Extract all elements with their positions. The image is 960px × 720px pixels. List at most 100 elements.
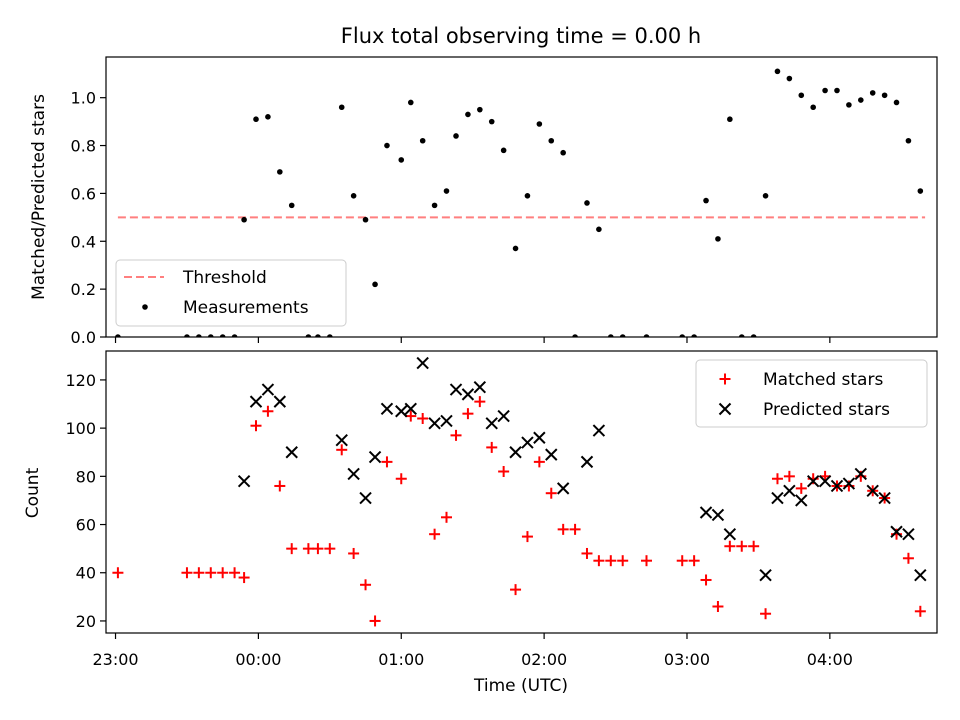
matched-stars-series (112, 396, 926, 627)
predicted-star-point (806, 474, 820, 488)
measurement-point (822, 87, 828, 94)
top-y-tick-label: 0.8 (71, 137, 96, 156)
matched-star-point (712, 600, 724, 612)
measurement-point (338, 104, 345, 111)
matched-star-point (217, 567, 229, 579)
matched-star-point (783, 470, 795, 482)
matched-star-point (429, 528, 441, 540)
measurement-point (905, 137, 912, 144)
measurement-point (315, 334, 321, 337)
matched-star-point (843, 480, 855, 492)
top-legend: Threshold Measurements (115, 259, 347, 327)
predicted-star-point (485, 417, 498, 430)
matched-star-point (348, 547, 360, 559)
measurement-point (536, 121, 543, 127)
predicted-star-point (404, 402, 417, 416)
measurement-point (762, 193, 769, 199)
matched-star-point (688, 555, 700, 567)
predicted-star-point (449, 383, 463, 396)
measurement-point (419, 137, 426, 144)
predicted-star-point (461, 388, 475, 401)
legend-predicted-label: Predicted stars (763, 400, 890, 420)
legend-matched-swatch (719, 373, 731, 385)
measurement-point (265, 114, 271, 120)
measurement-point (477, 106, 483, 113)
bottom-legend: Matched stars Predicted stars (695, 359, 928, 428)
bottom-y-tick-label: 20 (76, 612, 96, 631)
matched-star-point (676, 555, 688, 567)
x-tick-label: 04:00 (807, 650, 853, 669)
measurement-point (727, 116, 733, 123)
predicted-star-point (795, 494, 808, 507)
predicted-star-point (368, 450, 382, 464)
predicted-star-point (533, 431, 546, 444)
matched-star-point (369, 615, 381, 627)
measurement-point (231, 334, 238, 337)
matched-star-point (440, 511, 452, 523)
predicted-star-point (592, 424, 606, 437)
chart-title: Flux total observing time = 0.00 h (341, 24, 701, 48)
measurement-point (846, 102, 852, 108)
measurement-point (115, 334, 121, 337)
top-y-tick-label: 0.6 (71, 184, 96, 203)
predicted-star-point (237, 474, 251, 488)
predicted-star-point (890, 525, 903, 538)
predicted-star-point (380, 402, 394, 416)
predicted-star-point (783, 484, 796, 498)
matched-star-point (205, 567, 217, 579)
matched-star-point (581, 547, 593, 559)
measurement-point (362, 216, 369, 223)
measurement-point (512, 245, 519, 252)
predicted-star-point (818, 474, 832, 488)
matched-star-point (569, 523, 581, 535)
predicted-star-point (347, 467, 360, 481)
matched-star-point (807, 473, 819, 485)
matched-star-point (748, 540, 760, 552)
matched-star-point (700, 574, 712, 586)
measurement-point (834, 87, 840, 94)
matched-star-point (593, 555, 605, 567)
matched-star-point (474, 396, 486, 408)
predicted-star-point (335, 433, 348, 447)
predicted-star-point (249, 395, 263, 408)
matched-star-point (545, 487, 557, 499)
predicted-star-point (509, 446, 522, 459)
measurement-point (524, 193, 531, 199)
matched-star-point (724, 540, 736, 552)
matched-star-point (510, 584, 522, 596)
measurement-point (703, 197, 709, 204)
matched-star-point (312, 543, 324, 555)
measurement-point (431, 202, 438, 209)
matched-star-point (417, 412, 429, 424)
measurement-point (253, 116, 259, 123)
matched-star-point (855, 470, 867, 482)
matched-star-point (486, 441, 498, 453)
measurement-point (277, 169, 283, 175)
measurement-point (327, 334, 333, 337)
predicted-star-point (261, 383, 275, 396)
matched-star-point (302, 543, 314, 555)
predicted-star-point (878, 491, 891, 505)
x-tick-label: 23:00 (92, 650, 138, 669)
measurement-point (679, 334, 686, 337)
predicted-star-point (285, 446, 298, 459)
bottom-y-tick-label: 100 (65, 419, 96, 438)
matched-star-point (274, 480, 286, 492)
measurement-point (715, 236, 721, 242)
bottom-y-tick-label: 40 (76, 564, 96, 583)
matched-star-point (229, 567, 241, 579)
predicted-star-point (759, 568, 772, 582)
matched-star-point (760, 608, 772, 620)
predicted-star-point (699, 506, 713, 519)
predicted-star-point (359, 491, 372, 505)
predicted-star-point (428, 417, 441, 430)
measurement-point (384, 142, 390, 149)
measurement-point (858, 97, 864, 103)
matched-star-point (914, 605, 926, 617)
predicted-star-point (771, 491, 784, 505)
predicted-star-point (556, 482, 570, 495)
predicted-star-point (580, 455, 594, 469)
predicted-star-point (866, 484, 879, 498)
bottom-y-axis-label: Count (23, 467, 43, 518)
